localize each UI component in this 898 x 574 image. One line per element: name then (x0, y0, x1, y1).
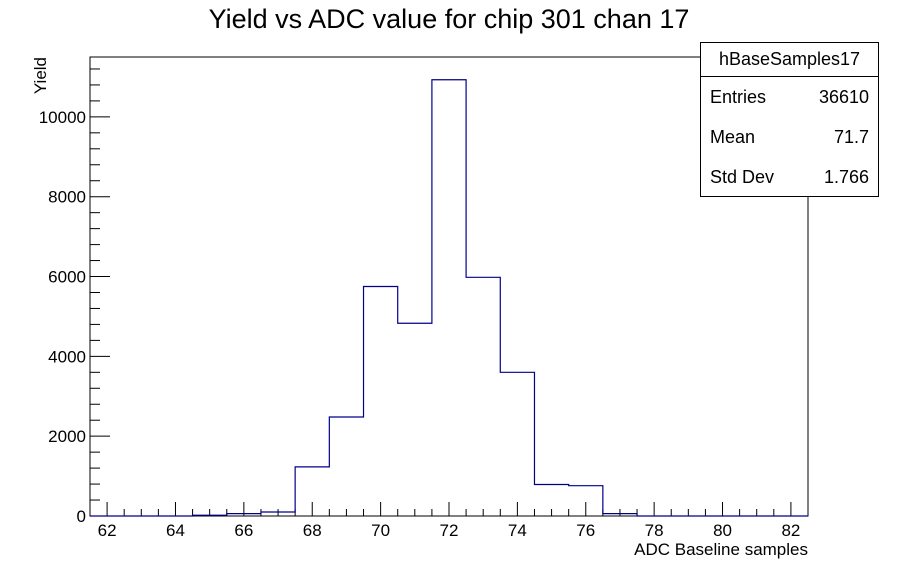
stats-value: 71.7 (833, 126, 869, 147)
histogram-bin (364, 287, 398, 517)
chart-title: Yield vs ADC value for chip 301 chan 17 (209, 4, 690, 34)
stats-box-title: hBaseSamples17 (701, 43, 878, 77)
stats-row-mean: Mean 71.7 (701, 117, 878, 157)
x-axis-label: ADC Baseline samples (634, 540, 808, 559)
y-tick-label: 0 (77, 507, 86, 526)
y-tick-label: 8000 (48, 188, 86, 207)
y-axis: 0 2000 4000 6000 8000 10000 (39, 68, 110, 526)
x-tick-label: 66 (234, 521, 253, 540)
x-tick-label: 62 (98, 521, 117, 540)
histogram-bin (432, 80, 466, 516)
y-axis-label: Yield (31, 57, 50, 94)
y-tick-label: 2000 (48, 427, 86, 446)
x-tick-label: 68 (303, 521, 322, 540)
histogram-bin (329, 417, 363, 516)
x-tick-label: 72 (440, 521, 459, 540)
x-axis: 62 64 66 68 70 72 74 76 78 80 82 (98, 502, 800, 540)
stats-row-entries: Entries 36610 (701, 77, 878, 117)
x-tick-label: 82 (781, 521, 800, 540)
stats-value: 1.766 (823, 166, 869, 187)
stats-label: Mean (710, 126, 756, 147)
x-tick-label: 70 (371, 521, 390, 540)
histogram-bin (398, 323, 432, 516)
x-tick-label: 76 (576, 521, 595, 540)
stats-box: hBaseSamples17 Entries 36610 Mean 71.7 S… (700, 42, 879, 197)
stats-label: Entries (710, 86, 767, 107)
histogram-bin (466, 277, 500, 516)
x-tick-label: 78 (645, 521, 664, 540)
x-tick-label: 64 (166, 521, 185, 540)
histogram-bin (500, 372, 534, 516)
x-tick-label: 74 (508, 521, 527, 540)
stats-label: Std Dev (710, 166, 775, 187)
stats-row-std-dev: Std Dev 1.766 (701, 157, 878, 197)
y-tick-label: 10000 (39, 108, 86, 127)
histogram-outline (90, 79, 808, 517)
x-tick-label: 80 (713, 521, 732, 540)
y-tick-label: 6000 (48, 268, 86, 287)
histogram-bins (193, 80, 637, 516)
y-tick-label: 4000 (48, 347, 86, 366)
stats-value: 36610 (818, 86, 869, 107)
